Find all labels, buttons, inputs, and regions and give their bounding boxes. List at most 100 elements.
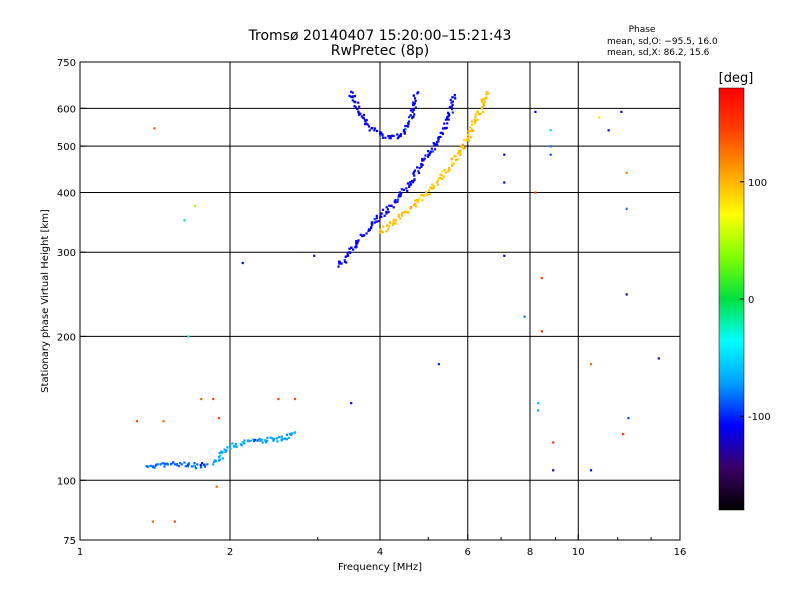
oblique-return-arc-point: [411, 101, 415, 104]
y-axis-label: Stationary phase Virtual Height [km]: [40, 209, 51, 393]
f-region-trace-x-point: [467, 138, 470, 142]
f-region-trace-o-point: [447, 111, 450, 114]
f-region-trace-o-point: [370, 225, 373, 228]
oblique-return-arc-point: [351, 91, 354, 94]
f-region-trace-x-point: [426, 193, 429, 196]
f-region-trace-o-point: [427, 150, 430, 153]
scatter-echo-point: [597, 116, 601, 119]
oblique-return-arc-point: [370, 127, 373, 130]
f-region-trace-x-point: [415, 205, 418, 208]
f-region-trace-o-point: [337, 265, 340, 268]
oblique-return-arc-point: [409, 109, 413, 112]
f-region-trace-o-point: [427, 155, 430, 158]
f-region-trace-o-point: [446, 122, 449, 125]
x-tick-label: 16: [674, 547, 687, 558]
f-region-trace-x-point: [414, 202, 417, 206]
f-region-trace-x-point: [435, 181, 438, 184]
oblique-return-arc-point: [396, 137, 399, 140]
es-e-trace-x-point: [275, 437, 278, 440]
f-region-trace-x-point: [481, 98, 485, 101]
oblique-return-arc-point: [381, 136, 385, 139]
oblique-return-arc-point: [412, 103, 416, 106]
oblique-return-arc-point: [358, 105, 361, 108]
f-region-trace-o-point: [373, 221, 376, 224]
f-region-trace-o-point: [367, 229, 370, 233]
es-e-trace-x-point: [214, 459, 217, 462]
f-region-trace-o-point: [445, 126, 448, 129]
f-region-trace-o-point: [431, 150, 434, 153]
e-region-trace-o-point: [183, 461, 186, 464]
f-region-trace-x-point: [451, 163, 454, 166]
x-tick-label: 6: [465, 547, 471, 558]
e-region-trace-o-point: [199, 466, 203, 469]
f-region-trace-x-point: [385, 230, 388, 233]
scatter-echo-point: [549, 153, 552, 156]
e-region-trace-o-point: [179, 462, 182, 465]
e-region-trace-o-point: [170, 462, 173, 465]
f-region-trace-x-point: [457, 149, 460, 152]
f-region-trace-x-point: [428, 192, 431, 196]
f-region-trace-x-point: [472, 123, 475, 126]
x-tick-label: 1: [77, 547, 83, 558]
f-region-trace-o-point: [338, 260, 341, 263]
f-region-trace-x-point: [474, 116, 477, 119]
f-region-trace-x-point: [443, 168, 446, 172]
e-region-trace-o-point: [196, 463, 199, 466]
e-region-trace-o-point: [149, 464, 152, 467]
f-region-trace-x-point: [485, 91, 488, 94]
e-region-trace-o-point: [203, 465, 207, 468]
oblique-return-arc-point: [404, 125, 407, 128]
f-region-trace-x-point: [402, 211, 406, 214]
f-region-trace-o-point: [346, 251, 349, 254]
f-region-trace-o-point: [379, 213, 382, 216]
es-e-trace-x-point: [212, 463, 215, 466]
oblique-return-arc-point: [348, 94, 351, 97]
f-region-trace-o-point: [380, 212, 383, 215]
oblique-return-arc-point: [396, 133, 399, 136]
oblique-return-arc-point: [357, 110, 360, 113]
scatter-echo-point: [657, 357, 660, 360]
e-region-trace-o-point: [151, 465, 154, 468]
f-region-trace-x-point: [448, 169, 451, 172]
f-region-trace-x-point: [440, 174, 443, 177]
scatter-echo-point: [540, 277, 543, 280]
es-e-trace-x-point: [225, 449, 228, 452]
e-region-trace-o-point: [206, 463, 209, 466]
es-e-trace-x-point: [256, 439, 259, 442]
f-region-trace-o-point: [355, 246, 358, 249]
scatter-echo-point: [503, 153, 506, 156]
es-e-trace-x-point: [221, 457, 224, 460]
f-region-trace-o-point: [441, 127, 445, 130]
es-e-trace-x-point: [264, 441, 268, 444]
f-region-trace-o-point: [439, 135, 442, 138]
e-region-trace-o-point: [193, 462, 196, 465]
f-region-trace-x-point: [436, 179, 439, 182]
e-region-trace-o-point: [199, 464, 202, 467]
f-region-trace-x-point: [404, 210, 408, 213]
f-region-trace-o-point: [437, 140, 440, 143]
f-region-trace-o-point: [436, 143, 439, 146]
f-region-trace-x-point: [485, 93, 488, 96]
f-region-trace-x-point: [415, 199, 419, 202]
axes: 1 2 4 6 8 10 16 75 100 200 300 400 500 600 750: [57, 58, 686, 558]
f-region-trace-o-point: [405, 187, 408, 190]
e-region-trace-o-point: [203, 463, 206, 466]
f-region-trace-o-point: [446, 118, 449, 121]
f-region-trace-x-point: [480, 98, 483, 101]
f-region-trace-o-point: [400, 191, 403, 195]
scatter-echo-point: [277, 397, 280, 401]
es-e-trace-x-point: [280, 435, 283, 438]
f-region-trace-x-point: [437, 178, 440, 181]
f-region-trace-o-point: [413, 179, 416, 182]
f-region-trace-x-point: [387, 225, 390, 228]
oblique-return-arc-point: [351, 96, 354, 99]
f-region-trace-o-point: [348, 247, 351, 250]
e-region-trace-o-point: [145, 465, 148, 468]
f-region-trace-x-point: [442, 175, 445, 178]
scatter-echo-point: [162, 420, 165, 423]
f-region-trace-o-point: [424, 154, 427, 157]
scatter-echo-point: [437, 363, 440, 366]
es-e-trace-x-point: [229, 444, 232, 448]
e-region-trace-o-point: [187, 462, 191, 465]
f-region-trace-x-point: [469, 130, 472, 133]
